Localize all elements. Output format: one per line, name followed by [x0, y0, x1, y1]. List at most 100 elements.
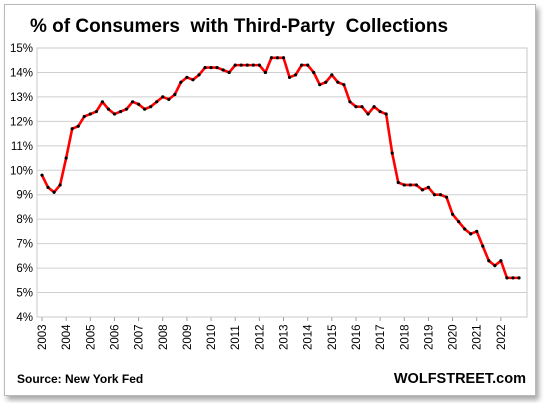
- x-tick-label: 2006: [109, 324, 121, 350]
- data-point: [354, 105, 358, 109]
- data-point: [137, 102, 141, 106]
- y-tick-label: 9%: [16, 190, 33, 202]
- data-point: [432, 193, 437, 197]
- data-point: [511, 276, 515, 280]
- data-point: [281, 56, 286, 60]
- brand-label: WOLFSTREET.com: [394, 371, 526, 387]
- data-point: [100, 100, 104, 104]
- x-tick-label: 2011: [230, 325, 242, 350]
- data-point: [227, 70, 231, 75]
- x-tick-label: 2016: [351, 324, 363, 350]
- y-tick-label: 10%: [10, 165, 33, 177]
- data-point: [124, 107, 129, 111]
- data-point: [475, 229, 479, 234]
- data-point: [360, 105, 364, 109]
- x-tick-label: 2007: [134, 324, 146, 350]
- chart-title: % of Consumers with Third-Party Collecti…: [30, 16, 448, 37]
- data-point: [130, 100, 135, 104]
- data-point: [70, 127, 74, 131]
- data-point: [493, 264, 497, 268]
- y-tick-label: 15%: [10, 43, 33, 55]
- data-point: [318, 83, 322, 87]
- x-tick-label: 2015: [327, 324, 339, 350]
- data-point: [384, 112, 388, 116]
- data-point: [191, 78, 195, 82]
- data-point: [342, 83, 346, 87]
- y-tick-label: 5%: [16, 288, 33, 300]
- data-point: [312, 70, 316, 75]
- y-tick-label: 13%: [10, 92, 33, 104]
- x-tick-label: 2013: [279, 324, 291, 350]
- data-point: [185, 75, 189, 79]
- data-point: [143, 107, 147, 111]
- data-point: [336, 80, 340, 84]
- data-point: [203, 65, 207, 70]
- data-point: [94, 109, 98, 114]
- data-point: [450, 212, 455, 216]
- x-tick-label: 2008: [158, 324, 170, 350]
- y-tick-label: 12%: [10, 116, 33, 128]
- data-point: [149, 105, 153, 109]
- data-point: [426, 185, 431, 189]
- data-point: [58, 183, 62, 187]
- x-tick-label: 2010: [206, 324, 218, 350]
- x-tick-label: 2022: [496, 324, 508, 350]
- x-tick-label: 2004: [61, 324, 73, 350]
- data-point: [517, 276, 521, 280]
- x-tick-label: 2005: [85, 324, 97, 350]
- data-point: [197, 73, 201, 77]
- data-point: [348, 100, 352, 104]
- data-series: [40, 56, 521, 280]
- data-point: [173, 92, 177, 97]
- axes: [36, 47, 528, 318]
- chart-svg: % of Consumers with Third-Party Collecti…: [10, 16, 528, 387]
- data-point: [390, 151, 394, 155]
- data-point: [469, 232, 473, 236]
- data-point: [52, 190, 56, 194]
- series-line: [40, 56, 521, 280]
- data-point: [324, 80, 328, 84]
- data-point: [257, 63, 261, 67]
- data-point: [263, 70, 268, 75]
- data-point: [88, 112, 92, 116]
- data-point: [378, 109, 382, 114]
- data-point: [40, 173, 44, 177]
- data-point: [481, 244, 485, 248]
- data-point: [499, 259, 503, 263]
- x-tick-label: 2018: [399, 324, 411, 350]
- data-point: [155, 100, 159, 104]
- data-point: [275, 56, 280, 60]
- data-point: [438, 193, 443, 197]
- data-point: [457, 220, 461, 224]
- y-tick-label: 7%: [16, 239, 33, 251]
- data-point: [366, 112, 370, 116]
- data-point: [396, 180, 400, 185]
- data-point: [167, 97, 171, 101]
- data-point: [402, 183, 406, 187]
- data-point: [161, 95, 165, 99]
- data-point: [505, 276, 509, 280]
- data-point: [64, 156, 68, 160]
- y-tick-label: 14%: [10, 67, 33, 79]
- data-point: [269, 56, 274, 60]
- data-point: [245, 63, 249, 67]
- data-point: [287, 75, 292, 79]
- x-tick-label: 2021: [472, 324, 484, 350]
- x-tick-label: 2003: [37, 324, 49, 350]
- data-point: [215, 65, 219, 70]
- x-tick-label: 2012: [254, 324, 266, 350]
- data-point: [444, 195, 449, 199]
- x-tick-label: 2017: [375, 324, 387, 350]
- data-point: [209, 65, 213, 70]
- x-tick-label: 2009: [182, 324, 194, 350]
- data-point: [306, 63, 310, 67]
- data-point: [330, 73, 334, 77]
- data-point: [112, 112, 117, 116]
- y-tick-label: 11%: [11, 141, 33, 153]
- data-point: [300, 63, 304, 67]
- data-point: [221, 68, 225, 72]
- data-point: [293, 73, 298, 77]
- data-point: [463, 227, 467, 231]
- y-tick-labels: 4% 5% 6% 7% 8% 9% 10% 11% 12% 13% 14% 15%: [10, 43, 33, 324]
- x-tick-label: 2019: [423, 324, 435, 350]
